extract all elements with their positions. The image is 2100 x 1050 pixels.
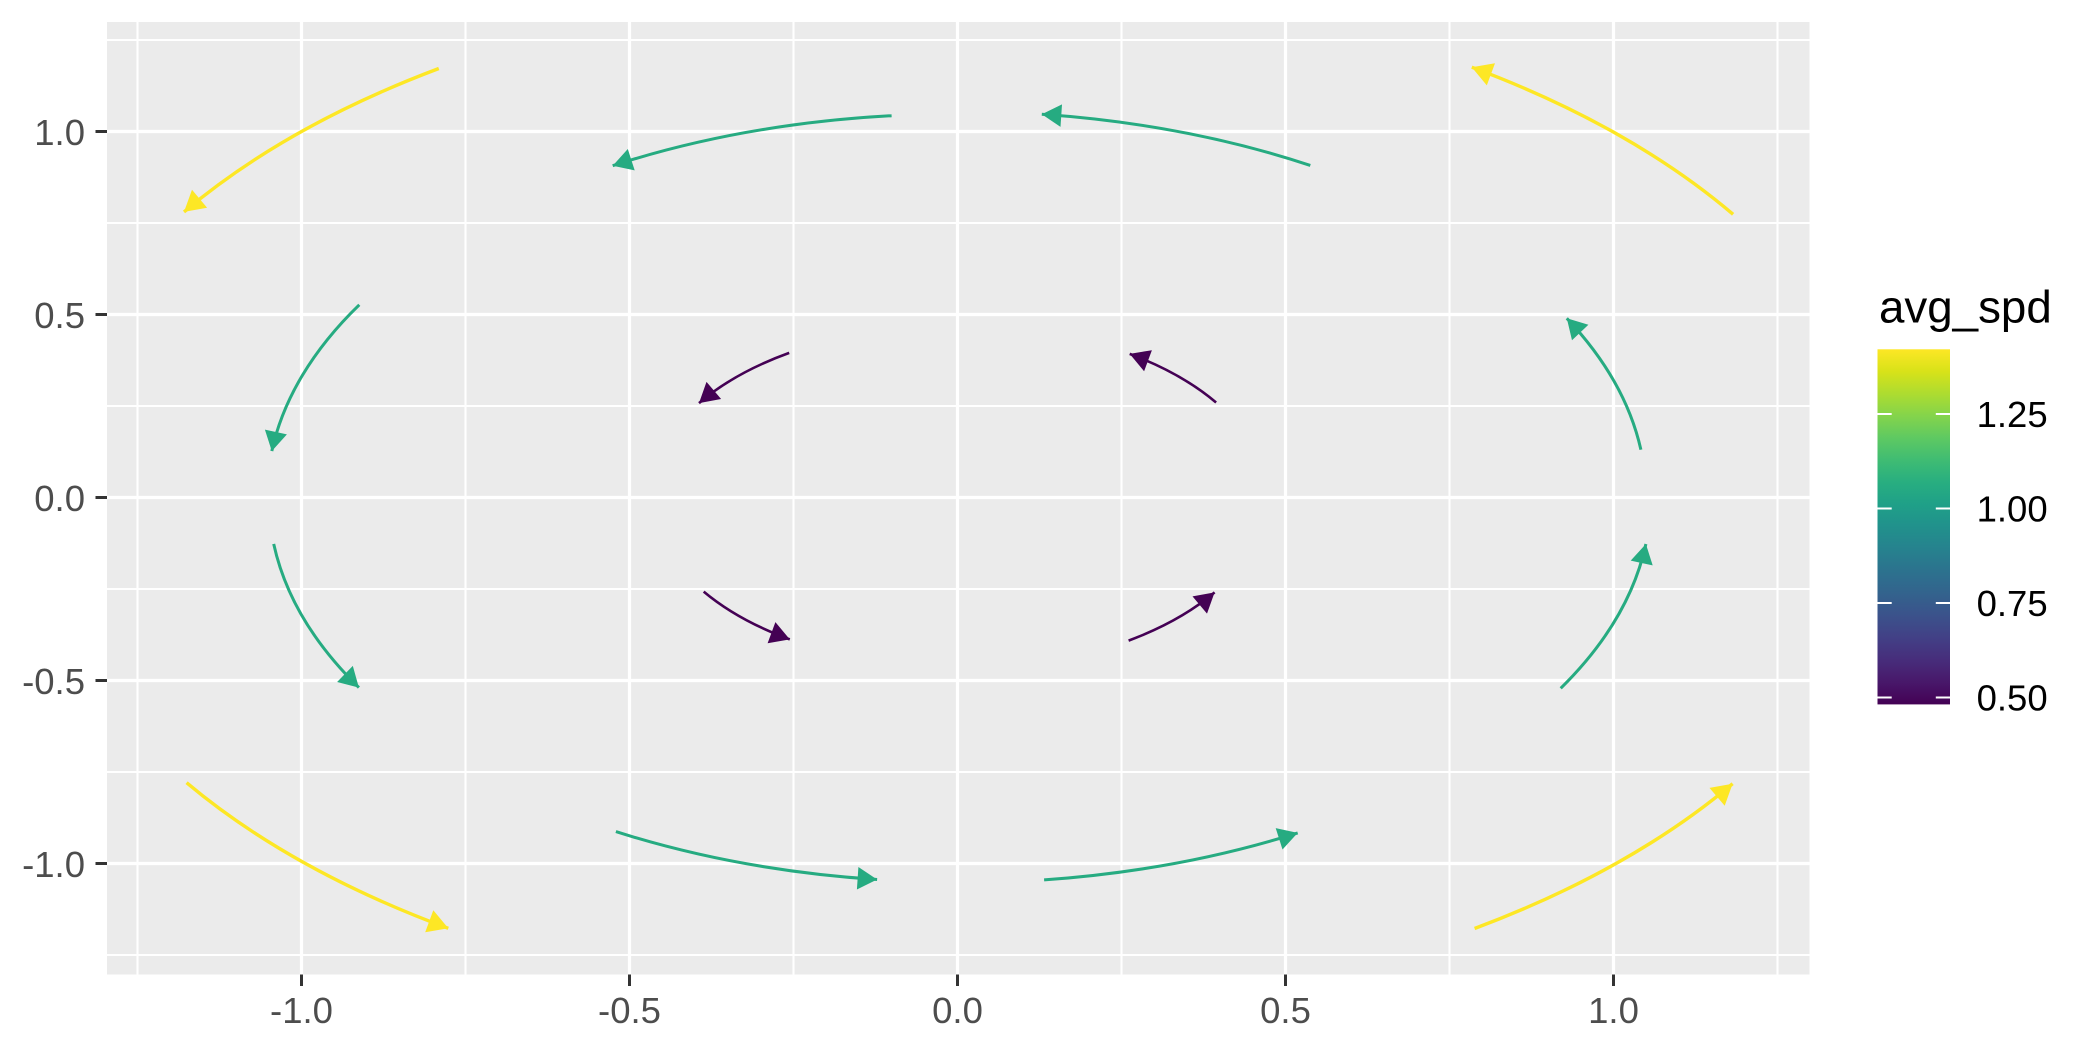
svg-text:1.25: 1.25 — [1977, 394, 2048, 435]
svg-text:1.0: 1.0 — [1588, 990, 1639, 1031]
svg-text:avg_spd: avg_spd — [1879, 282, 2052, 333]
svg-text:0.0: 0.0 — [932, 990, 983, 1031]
svg-text:0.5: 0.5 — [1260, 990, 1311, 1031]
svg-text:1.00: 1.00 — [1977, 489, 2048, 530]
svg-text:-0.5: -0.5 — [598, 990, 661, 1031]
svg-text:-1.0: -1.0 — [22, 844, 85, 885]
svg-text:0.5: 0.5 — [34, 295, 85, 336]
svg-text:-0.5: -0.5 — [22, 661, 85, 702]
svg-text:0.75: 0.75 — [1977, 583, 2048, 624]
svg-text:0.50: 0.50 — [1977, 678, 2048, 719]
svg-text:0.0: 0.0 — [34, 478, 85, 519]
svg-text:-1.0: -1.0 — [270, 990, 333, 1031]
svg-text:1.0: 1.0 — [34, 112, 85, 153]
